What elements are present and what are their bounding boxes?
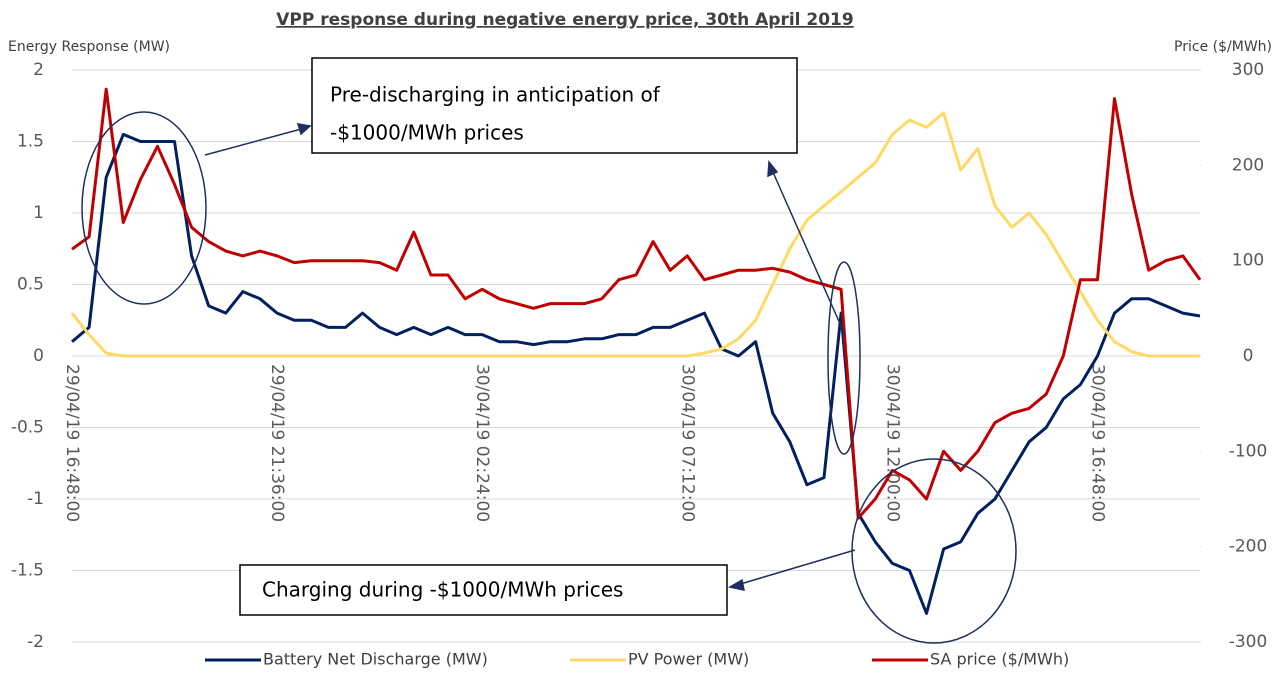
y-tick-label: 1 [33,203,44,223]
arrow [204,127,306,156]
y2-tick-label: -200 [1229,537,1268,557]
y2-tick-label: -100 [1229,441,1268,461]
ellipse [827,261,861,455]
y-tick-label: -0.5 [11,418,44,438]
x-tick-label: 30/04/19 02:24:00 [472,364,492,522]
x-tick-label: 29/04/19 21:36:00 [267,364,287,522]
annotation-box [239,564,728,616]
annotation: Charging during -$1000/MWh prices [262,578,623,602]
y-tick-label: -1.5 [11,561,44,581]
legend-label: PV Power (MW) [628,650,749,669]
y2-axis-title: Price ($/MWh) [1174,39,1272,55]
ellipse [851,458,1017,644]
annotation: Pre-discharging in anticipation of [330,83,661,107]
legend-label: Battery Net Discharge (MW) [263,650,488,669]
x-tick-label: 29/04/19 16:48:00 [62,364,82,522]
series-line [71,132,1201,615]
y2-tick-label: -300 [1229,632,1268,652]
y2-tick-label: 200 [1232,155,1264,175]
series-line [70,111,1200,358]
chart-title: VPP response during negative energy pric… [276,10,853,30]
ellipse [81,111,207,305]
annotation: -$1000/MWh prices [330,121,524,145]
y-tick-label: 0 [33,346,44,366]
arrow [771,169,846,336]
y2-tick-label: 100 [1232,251,1264,271]
legend-label: SA price ($/MWh) [930,650,1069,669]
y-axis-title: Energy Response (MW) [8,39,170,55]
x-tick-label: 30/04/19 16:48:00 [1087,364,1107,522]
y2-tick-label: 0 [1243,346,1254,366]
annotation-box [311,57,798,154]
y-tick-label: 0.5 [17,275,44,295]
x-tick-label: 30/04/19 12:00:00 [882,364,902,522]
arrow [736,549,856,586]
y-tick-label: -1 [27,489,44,509]
arrowhead [767,160,779,178]
x-tick-label: 30/04/19 07:12:00 [677,364,697,522]
y-tick-label: -2 [27,632,44,652]
y-tick-label: 1.5 [17,132,44,152]
annotation-shapes [81,111,1017,644]
arrowhead [727,578,745,591]
y2-tick-label: 300 [1232,60,1264,80]
arrowhead [296,123,312,136]
y-tick-label: 2 [33,60,44,80]
series-line [71,87,1202,520]
